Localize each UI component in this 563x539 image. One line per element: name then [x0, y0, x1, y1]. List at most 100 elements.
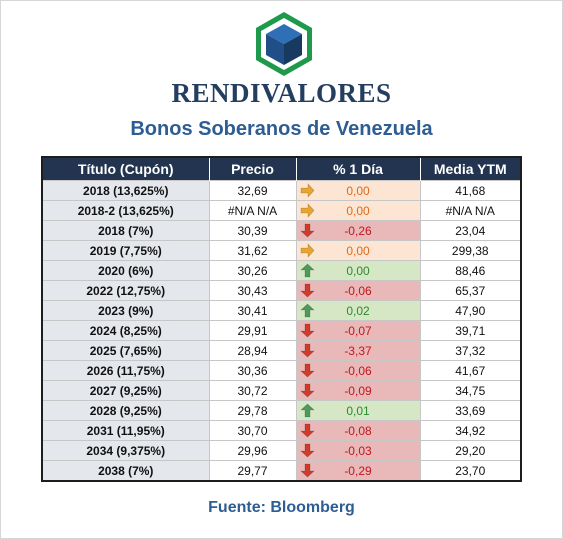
price-cell: 30,39	[208, 220, 297, 241]
table-row: 2027 (9,25%) 30,72 -0,09 34,75	[41, 380, 522, 401]
ytm-cell-value: 41,67	[455, 363, 486, 378]
ytm-cell-value: 29,20	[455, 443, 486, 458]
table-row: 2018 (7%) 30,39 -0,26 23,04	[41, 220, 522, 241]
price-cell-value: 30,41	[237, 303, 268, 318]
bond-title-cell-value: 2026 (11,75%)	[86, 363, 165, 378]
bond-title-cell-value: 2022 (12,75%)	[86, 283, 166, 298]
table-row: 2026 (11,75%) 30,36 -0,06 41,67	[41, 360, 522, 381]
change-cell-value: -0,29	[344, 463, 372, 478]
change-cell-value: -0,09	[344, 383, 372, 398]
table-row: 2034 (9,375%) 29,96 -0,03 29,20	[41, 440, 522, 461]
price-cell: 30,41	[208, 300, 297, 321]
price-cell-value: 32,69	[237, 183, 268, 198]
change-cell-value: 0,00	[346, 183, 370, 198]
price-cell: 31,62	[208, 240, 297, 261]
ytm-cell-value: 33,69	[455, 403, 486, 418]
bond-title-cell: 2023 (9%)	[41, 300, 210, 321]
change-cell-value: 0,00	[346, 203, 370, 218]
bond-title-cell-value: 2020 (6%)	[98, 263, 154, 278]
arrow-down-icon	[299, 383, 315, 398]
ytm-cell-value: 34,75	[455, 383, 486, 398]
arrow-up-icon	[299, 263, 315, 278]
change-cell-value: 0,00	[346, 263, 370, 278]
change-cell-value: 0,00	[346, 243, 370, 258]
change-cell-value: -0,08	[344, 423, 372, 438]
change-cell-value: -0,03	[344, 443, 372, 458]
table-header-row: Título (Cupón) Precio % 1 Día Media YTM	[42, 157, 521, 181]
table-row: 2023 (9%) 30,41 0,02 47,90	[41, 300, 522, 321]
table-row: 2018 (13,625%) 32,69 0,00 41,68	[41, 180, 522, 201]
bond-title-cell: 2025 (7,65%)	[41, 340, 210, 361]
table-row: 2028 (9,25%) 29,78 0,01 33,69	[41, 400, 522, 421]
column-header-title: Título (Cupón)	[42, 157, 209, 181]
ytm-cell: 47,90	[419, 300, 522, 321]
ytm-cell-value: 34,92	[455, 423, 486, 438]
price-cell: 32,69	[208, 180, 297, 201]
price-cell: #N/A N/A	[208, 200, 297, 221]
price-cell-value: 30,36	[237, 363, 268, 378]
table-row: 2022 (12,75%) 30,43 -0,06 65,37	[41, 280, 522, 301]
ytm-cell: 23,70	[419, 460, 522, 482]
price-cell-value: 30,70	[237, 423, 268, 438]
table-row: 2031 (11,95%) 30,70 -0,08 34,92	[41, 420, 522, 441]
source-note: Fuente: Bloomberg	[208, 499, 355, 516]
price-cell-value: 29,78	[237, 403, 268, 418]
price-cell-value: 29,77	[237, 463, 268, 478]
bond-title-cell-value: 2034 (9,375%)	[86, 443, 166, 458]
table-row: 2019 (7,75%) 31,62 0,00 299,38	[41, 240, 522, 261]
change-cell: -0,29	[295, 460, 421, 482]
bond-title-cell: 2027 (9,25%)	[41, 380, 210, 401]
brand-name: RENDIVALORES	[171, 78, 392, 108]
bond-title-cell-value: 2027 (9,25%)	[89, 383, 162, 398]
price-cell-value: #N/A N/A	[227, 203, 278, 218]
change-cell: 0,00	[295, 200, 421, 221]
bond-title-cell: 2018-2 (13,625%)	[41, 200, 210, 221]
price-cell: 30,43	[208, 280, 297, 301]
bond-title-cell-value: 2038 (7%)	[98, 463, 154, 478]
price-cell: 30,26	[208, 260, 297, 281]
change-cell: -0,03	[295, 440, 421, 461]
change-cell: -0,07	[295, 320, 421, 341]
ytm-cell-value: 39,71	[455, 323, 486, 338]
arrow-right-icon	[300, 243, 314, 258]
price-cell-value: 29,96	[237, 443, 268, 458]
bond-title-cell: 2031 (11,95%)	[41, 420, 210, 441]
arrow-down-icon	[299, 283, 315, 298]
bond-title-cell: 2028 (9,25%)	[41, 400, 210, 421]
ytm-cell-value: #N/A N/A	[445, 203, 495, 218]
price-cell-value: 30,39	[237, 223, 268, 238]
bond-title-cell: 2018 (7%)	[41, 220, 210, 241]
price-cell: 29,96	[208, 440, 297, 461]
change-cell-value: -0,07	[344, 323, 372, 338]
ytm-cell: #N/A N/A	[419, 200, 522, 221]
ytm-cell: 34,92	[419, 420, 522, 441]
bond-title-cell-value: 2023 (9%)	[98, 303, 154, 318]
bond-title-cell: 2019 (7,75%)	[41, 240, 210, 261]
ytm-cell: 88,46	[419, 260, 522, 281]
arrow-up-icon	[299, 303, 315, 318]
bond-title-cell: 2022 (12,75%)	[41, 280, 210, 301]
change-cell-value: -0,06	[344, 363, 372, 378]
cube-logo-icon	[256, 12, 312, 76]
price-cell: 30,70	[208, 420, 297, 441]
ytm-cell-value: 23,70	[455, 463, 486, 478]
bond-title-cell: 2020 (6%)	[41, 260, 210, 281]
bond-title-cell: 2026 (11,75%)	[41, 360, 210, 381]
ytm-cell-value: 37,32	[455, 343, 486, 358]
change-cell: -0,09	[295, 380, 421, 401]
bond-title-cell-value: 2024 (8,25%)	[89, 323, 162, 338]
bond-title-cell-value: 2025 (7,65%)	[89, 343, 162, 358]
bond-title-cell-value: 2019 (7,75%)	[89, 243, 162, 258]
change-cell: -0,06	[295, 280, 421, 301]
price-cell: 29,77	[208, 460, 297, 482]
ytm-cell: 29,20	[419, 440, 522, 461]
ytm-cell: 299,38	[419, 240, 522, 261]
arrow-down-icon	[299, 323, 315, 338]
ytm-cell: 23,04	[419, 220, 522, 241]
table-row: 2020 (6%) 30,26 0,00 88,46	[41, 260, 522, 281]
price-cell: 30,72	[208, 380, 297, 401]
change-cell: -0,26	[295, 220, 421, 241]
price-cell: 30,36	[208, 360, 297, 381]
price-cell: 28,94	[208, 340, 297, 361]
change-cell-value: -0,06	[344, 283, 372, 298]
